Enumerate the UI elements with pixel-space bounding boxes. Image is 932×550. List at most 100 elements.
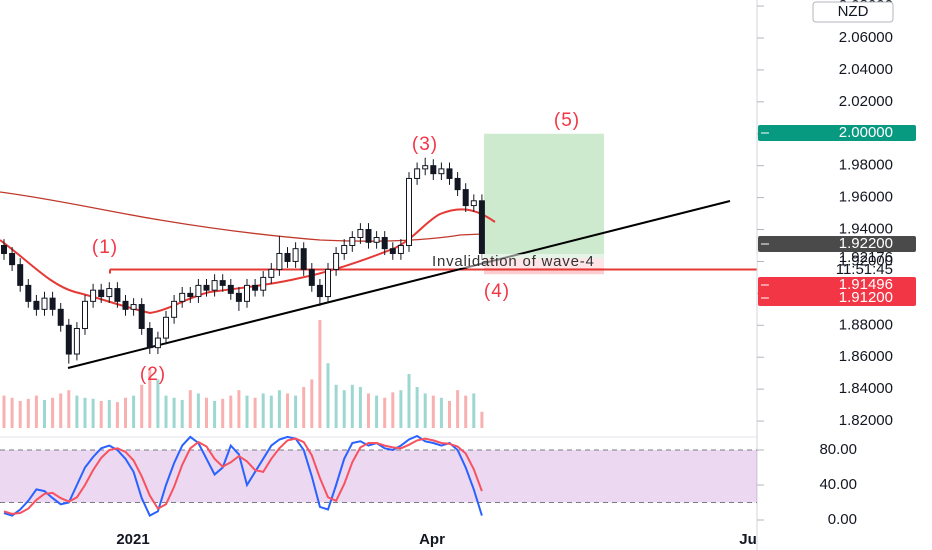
volume-bar <box>253 397 257 428</box>
volume-bar <box>342 390 346 428</box>
candle-body <box>25 284 32 302</box>
volume-bar <box>237 390 241 428</box>
candle-body <box>244 284 250 302</box>
candle-body <box>195 284 202 298</box>
volume-bar <box>67 390 71 428</box>
candle-body <box>130 304 137 310</box>
candle-body <box>446 168 453 179</box>
volume-bar <box>261 393 265 428</box>
volume-bar <box>431 395 435 428</box>
volume-bar <box>156 379 160 428</box>
candle-body <box>9 252 16 266</box>
volume-bar <box>269 395 273 428</box>
candle-body <box>341 244 348 254</box>
volume-bar <box>391 392 395 428</box>
price-axis <box>757 0 932 550</box>
candle-body <box>227 284 234 294</box>
candle-body <box>422 165 429 170</box>
candle-body <box>49 297 56 310</box>
candle-body <box>284 252 291 262</box>
candle-body <box>33 300 40 310</box>
candle-body <box>300 248 307 270</box>
y-tick-label: 1.86000 <box>839 348 893 365</box>
volume-bar <box>326 363 330 428</box>
price-badge <box>758 277 916 293</box>
candle-body <box>146 327 153 349</box>
wave-label: (2) <box>140 364 166 385</box>
volume-bar <box>213 401 217 428</box>
price-badge-label: 1.91496 <box>839 276 893 293</box>
y-tick-label: 1.92000 <box>839 252 893 269</box>
candle-body <box>414 168 421 179</box>
annotation: Invalidation of wave-4 <box>432 253 595 270</box>
candle-body <box>260 276 267 291</box>
y-tick-label: 1.84000 <box>839 380 893 397</box>
y-tick-label: 1.82000 <box>839 412 893 429</box>
volume-bar <box>415 386 419 428</box>
annotation-bg <box>432 254 757 268</box>
volume-bar <box>188 390 192 428</box>
volume-bar <box>196 393 200 428</box>
y-tick-label: 1.98000 <box>839 157 893 174</box>
candle-body <box>219 280 226 286</box>
candle-body <box>1 244 7 254</box>
candle-body <box>381 237 388 250</box>
candle-body <box>406 177 412 246</box>
candle-body <box>268 268 275 278</box>
stoch-line <box>3 437 483 515</box>
currency-badge <box>812 1 894 23</box>
volume-bar <box>334 384 338 428</box>
volume-bar <box>286 393 289 428</box>
volume-bar <box>26 398 30 428</box>
volume-bar <box>464 395 468 428</box>
candle-body <box>179 292 186 302</box>
wave-label: (1) <box>92 237 118 258</box>
price-badge <box>758 290 916 306</box>
drawings <box>2 133 757 428</box>
price-badge-label: 1.92200 <box>839 235 893 252</box>
candle-body <box>90 289 97 302</box>
volume-bar <box>456 390 460 428</box>
candle-body <box>292 248 299 262</box>
volume-bar <box>294 395 298 428</box>
candle-body <box>138 304 145 329</box>
candle-body <box>65 324 72 355</box>
volume-bar <box>148 368 152 428</box>
candle-body <box>478 200 485 254</box>
volume-bar <box>83 397 87 428</box>
volume-bar <box>472 393 476 428</box>
candle-body <box>57 308 64 326</box>
x-tick-label: 2021 <box>116 531 149 548</box>
volume-bar <box>2 395 6 428</box>
stoch-tick-label: 80.00 <box>819 441 857 458</box>
volume-bar <box>310 379 314 428</box>
wave-label: (4) <box>484 281 510 302</box>
volume-bar <box>375 395 379 428</box>
wave-label: (3) <box>412 134 438 155</box>
candle-body <box>316 284 323 298</box>
volume-bar <box>18 401 22 428</box>
candle-body <box>211 280 218 291</box>
volume-bar <box>75 395 79 428</box>
candle-body <box>154 337 161 349</box>
volume-bar <box>132 395 136 428</box>
stoch-line <box>3 434 483 517</box>
volume-bar <box>358 386 362 428</box>
volume-bar <box>59 393 63 428</box>
candle-body <box>171 300 178 318</box>
candle-body <box>73 327 80 355</box>
candle-body <box>17 264 24 286</box>
volume-bar <box>318 320 322 428</box>
candle-body <box>470 200 477 207</box>
candle-body <box>235 292 242 302</box>
volume-bar <box>399 390 403 428</box>
volume-bar <box>107 399 111 428</box>
volume-bar <box>407 374 411 428</box>
y-tick-label: 1.94000 <box>839 220 893 237</box>
volume-bar <box>34 395 38 428</box>
candle-body <box>41 297 48 310</box>
volume-bar <box>221 398 225 428</box>
volume-bar <box>91 398 95 428</box>
volume-bar <box>367 393 370 428</box>
volume-bar <box>124 397 127 428</box>
